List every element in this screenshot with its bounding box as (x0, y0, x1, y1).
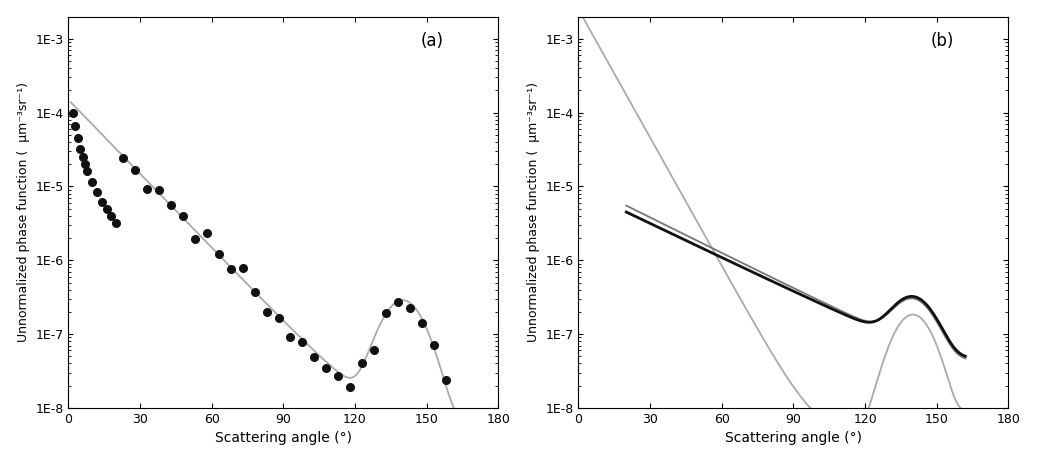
Y-axis label: Unnormalized phase function (  μm⁻³sr⁻¹): Unnormalized phase function ( μm⁻³sr⁻¹) (17, 82, 30, 342)
Text: (b): (b) (931, 32, 954, 50)
Text: (a): (a) (421, 32, 444, 50)
X-axis label: Scattering angle (°): Scattering angle (°) (725, 432, 862, 445)
X-axis label: Scattering angle (°): Scattering angle (°) (215, 432, 352, 445)
Y-axis label: Unnormalized phase function (  μm⁻³sr⁻¹): Unnormalized phase function ( μm⁻³sr⁻¹) (527, 82, 540, 342)
